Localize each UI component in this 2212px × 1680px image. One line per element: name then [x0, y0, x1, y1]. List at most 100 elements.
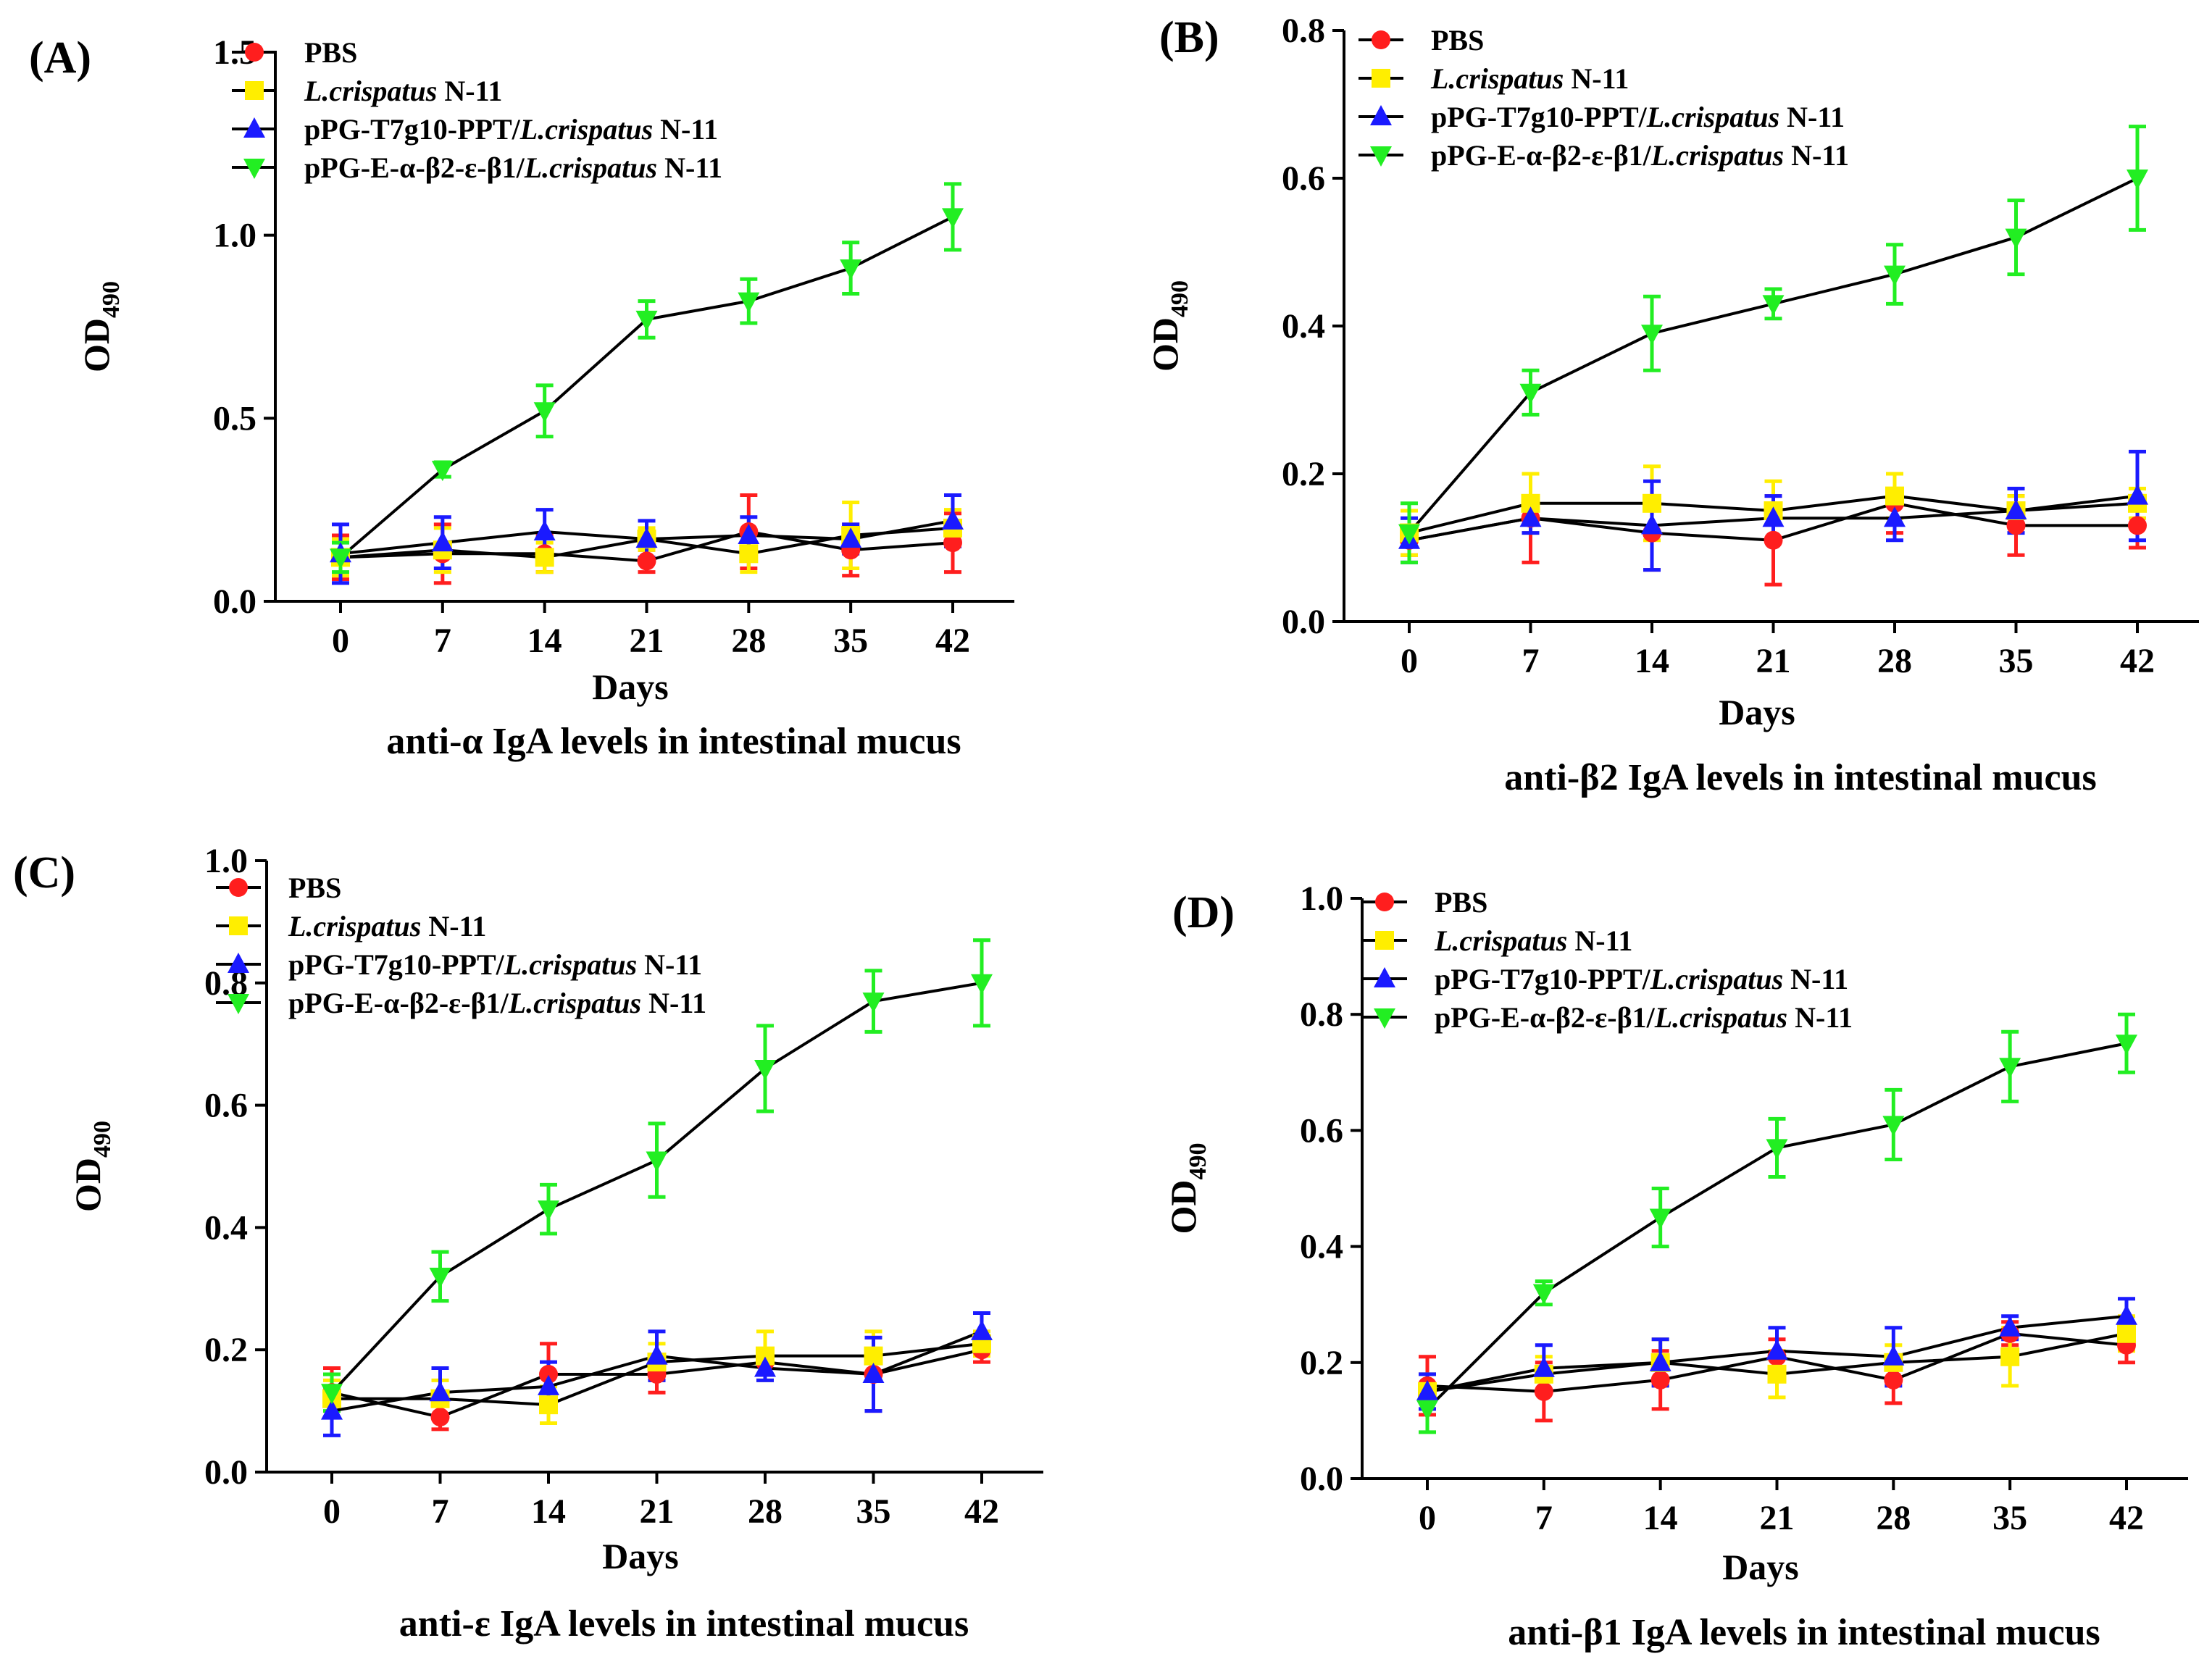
data-point-eab [1532, 1284, 1555, 1305]
x-axis-title: Days [592, 666, 669, 707]
series-markers-t7 [1416, 1304, 2137, 1400]
y-axis-title: OD490 [67, 1121, 116, 1212]
legend-label-part: L.crispatus [1430, 62, 1564, 95]
plot-area [1416, 1012, 2137, 1434]
plot-area [321, 938, 993, 1437]
series-markers-lc [1400, 486, 2147, 543]
data-point-t7 [942, 509, 964, 530]
data-point-eab [431, 461, 454, 482]
data-point-t7 [1532, 1356, 1555, 1377]
plot-area [330, 182, 964, 585]
data-point-pbs [539, 1364, 558, 1384]
x-axis-title: Days [1719, 692, 1795, 732]
legend-entry-t7: pPG-T7g10-PPT/L.crispatus N-11 [232, 113, 718, 146]
data-point-t7 [1762, 506, 1785, 527]
y-axis-title-subscript: 490 [1166, 280, 1193, 317]
x-tick-label: 0 [323, 1492, 341, 1531]
legend-label-eab: pPG-E-α-β2-ε-β1/L.crispatus N-11 [1431, 139, 1849, 172]
panel-caption: anti-β2 IgA levels in intestinal mucus [1504, 757, 2097, 798]
data-point-eab [635, 310, 658, 331]
x-tick-label: 28 [1877, 642, 1912, 680]
data-point-eab [321, 1384, 343, 1405]
legend-label-pbs: PBS [288, 872, 341, 904]
data-point-eab [1398, 524, 1420, 545]
x-tick-label: 14 [1643, 1499, 1678, 1537]
legend-label-part: L.crispatus [288, 910, 421, 943]
data-point-t7 [1641, 514, 1663, 535]
x-tick-label: 21 [630, 622, 664, 660]
data-point-t7 [738, 524, 760, 545]
series-markers-eab [1398, 170, 2148, 545]
data-point-t7 [754, 1356, 776, 1377]
data-point-eab [1519, 383, 1542, 404]
x-tick-label: 0 [332, 622, 349, 660]
y-tick-label: 0.6 [204, 1087, 248, 1125]
legend-marker-lc [1375, 931, 1394, 950]
legend-label-part: pPG-E-α-β2-ε-β1/ [288, 987, 509, 1019]
data-point-eab [942, 208, 964, 229]
legend-label-lc: L.crispatus N-11 [288, 910, 486, 943]
legend-entry-t7: pPG-T7g10-PPT/L.crispatus N-11 [1358, 101, 1845, 133]
legend-label-part: PBS [1431, 24, 1484, 57]
y-tick-label: 0.2 [1282, 455, 1325, 493]
x-tick-label: 7 [434, 622, 451, 660]
data-point-eab [646, 1151, 668, 1172]
legend-label-part: L.crispatus [504, 948, 637, 981]
legend-label-pbs: PBS [1431, 24, 1484, 57]
data-point-t7 [840, 527, 862, 548]
legend-label-part: pPG-E-α-β2-ε-β1/ [304, 151, 525, 184]
legend-label-eab: pPG-E-α-β2-ε-β1/L.crispatus N-11 [304, 151, 722, 184]
data-point-eab [1766, 1139, 1788, 1160]
legend-label-part: L.crispatus [1434, 924, 1567, 957]
y-axis-title-subscript: 490 [1185, 1143, 1211, 1180]
data-point-lc [535, 548, 554, 567]
data-point-pbs [1764, 530, 1783, 550]
legend-label-part: pPG-T7g10-PPT/ [288, 948, 505, 981]
y-tick-label: 1.0 [1300, 879, 1343, 918]
y-tick-label: 0.0 [1282, 603, 1325, 641]
x-axis-title: Days [602, 1536, 679, 1576]
panel-label: (C) [13, 848, 75, 898]
legend-label-lc: L.crispatus N-11 [1434, 924, 1632, 957]
legend-label-eab: pPG-E-α-β2-ε-β1/L.crispatus N-11 [1435, 1001, 1853, 1034]
legend-entry-lc: L.crispatus N-11 [216, 910, 486, 943]
y-tick-label: 0.5 [213, 399, 256, 438]
legend-label-part: N-11 [437, 75, 502, 107]
legend-label-t7: pPG-T7g10-PPT/L.crispatus N-11 [1431, 101, 1845, 133]
data-point-pbs [1534, 1382, 1553, 1401]
data-point-eab [862, 992, 885, 1014]
data-point-t7 [2005, 499, 2027, 519]
data-point-eab [538, 1200, 559, 1221]
legend-label-part: N-11 [657, 151, 722, 184]
legend-label-part: N-11 [637, 948, 702, 981]
y-axis-title-main: OD [1163, 1180, 1203, 1234]
legend-marker-eab [243, 159, 265, 179]
legend-label-part: L.crispatus [524, 151, 657, 184]
data-point-eab [2005, 228, 2027, 249]
y-tick-label: 0.6 [1300, 1111, 1343, 1150]
legend-label-pbs: PBS [304, 36, 357, 69]
y-tick-label: 0.4 [1300, 1228, 1343, 1266]
legend-entry-eab: pPG-E-α-β2-ε-β1/L.crispatus N-11 [1362, 1001, 1853, 1034]
data-point-t7 [2127, 484, 2148, 505]
y-tick-label: 0.2 [1300, 1344, 1343, 1382]
legend-label-part: pPG-E-α-β2-ε-β1/ [1431, 139, 1652, 172]
legend-label-part: L.crispatus [508, 987, 641, 1019]
x-axis-title: Days [1722, 1547, 1799, 1587]
legend-entry-t7: pPG-T7g10-PPT/L.crispatus N-11 [1362, 963, 1848, 995]
y-tick-label: 0.0 [213, 582, 256, 621]
legend-label-lc: L.crispatus N-11 [304, 75, 502, 107]
y-axis-title: OD490 [1163, 1143, 1211, 1234]
legend-entry-t7: pPG-T7g10-PPT/L.crispatus N-11 [216, 948, 702, 981]
legend-marker-pbs [229, 878, 248, 897]
data-point-eab [2116, 1035, 2137, 1056]
data-point-t7 [1882, 1345, 1905, 1366]
x-tick-label: 28 [1876, 1499, 1911, 1537]
data-point-eab [1882, 1116, 1905, 1137]
legend-marker-lc [1372, 69, 1390, 88]
chart-panel-d: 0.0 0.2 0.4 0.6 0.8 1.0 0 7 14 21 28 35 42 Days OD490 (… [1163, 879, 2188, 1653]
data-point-t7 [1416, 1379, 1438, 1400]
y-tick-label: 1.0 [204, 842, 248, 880]
